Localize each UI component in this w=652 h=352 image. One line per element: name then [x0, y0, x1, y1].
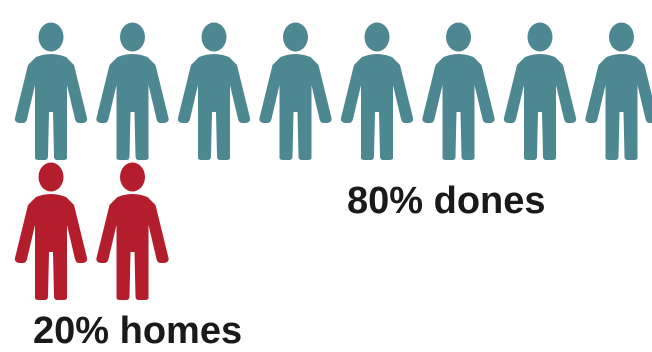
dones-person-icon: [585, 22, 652, 160]
homes-group: [14, 162, 169, 300]
dones-person-icon: [422, 22, 495, 160]
dones-person-icon: [340, 22, 414, 160]
dones-person-icon: [503, 22, 577, 160]
homes-person-icon: [96, 162, 169, 300]
homes-person-icon: [14, 162, 88, 300]
homes-label: 20% homes: [33, 310, 243, 352]
dones-person-icon: [96, 22, 169, 160]
dones-group: [14, 22, 652, 160]
dones-person-icon: [259, 22, 332, 160]
dones-person-icon: [14, 22, 88, 160]
dones-person-icon: [177, 22, 251, 160]
dones-label: 80% dones: [347, 180, 546, 222]
